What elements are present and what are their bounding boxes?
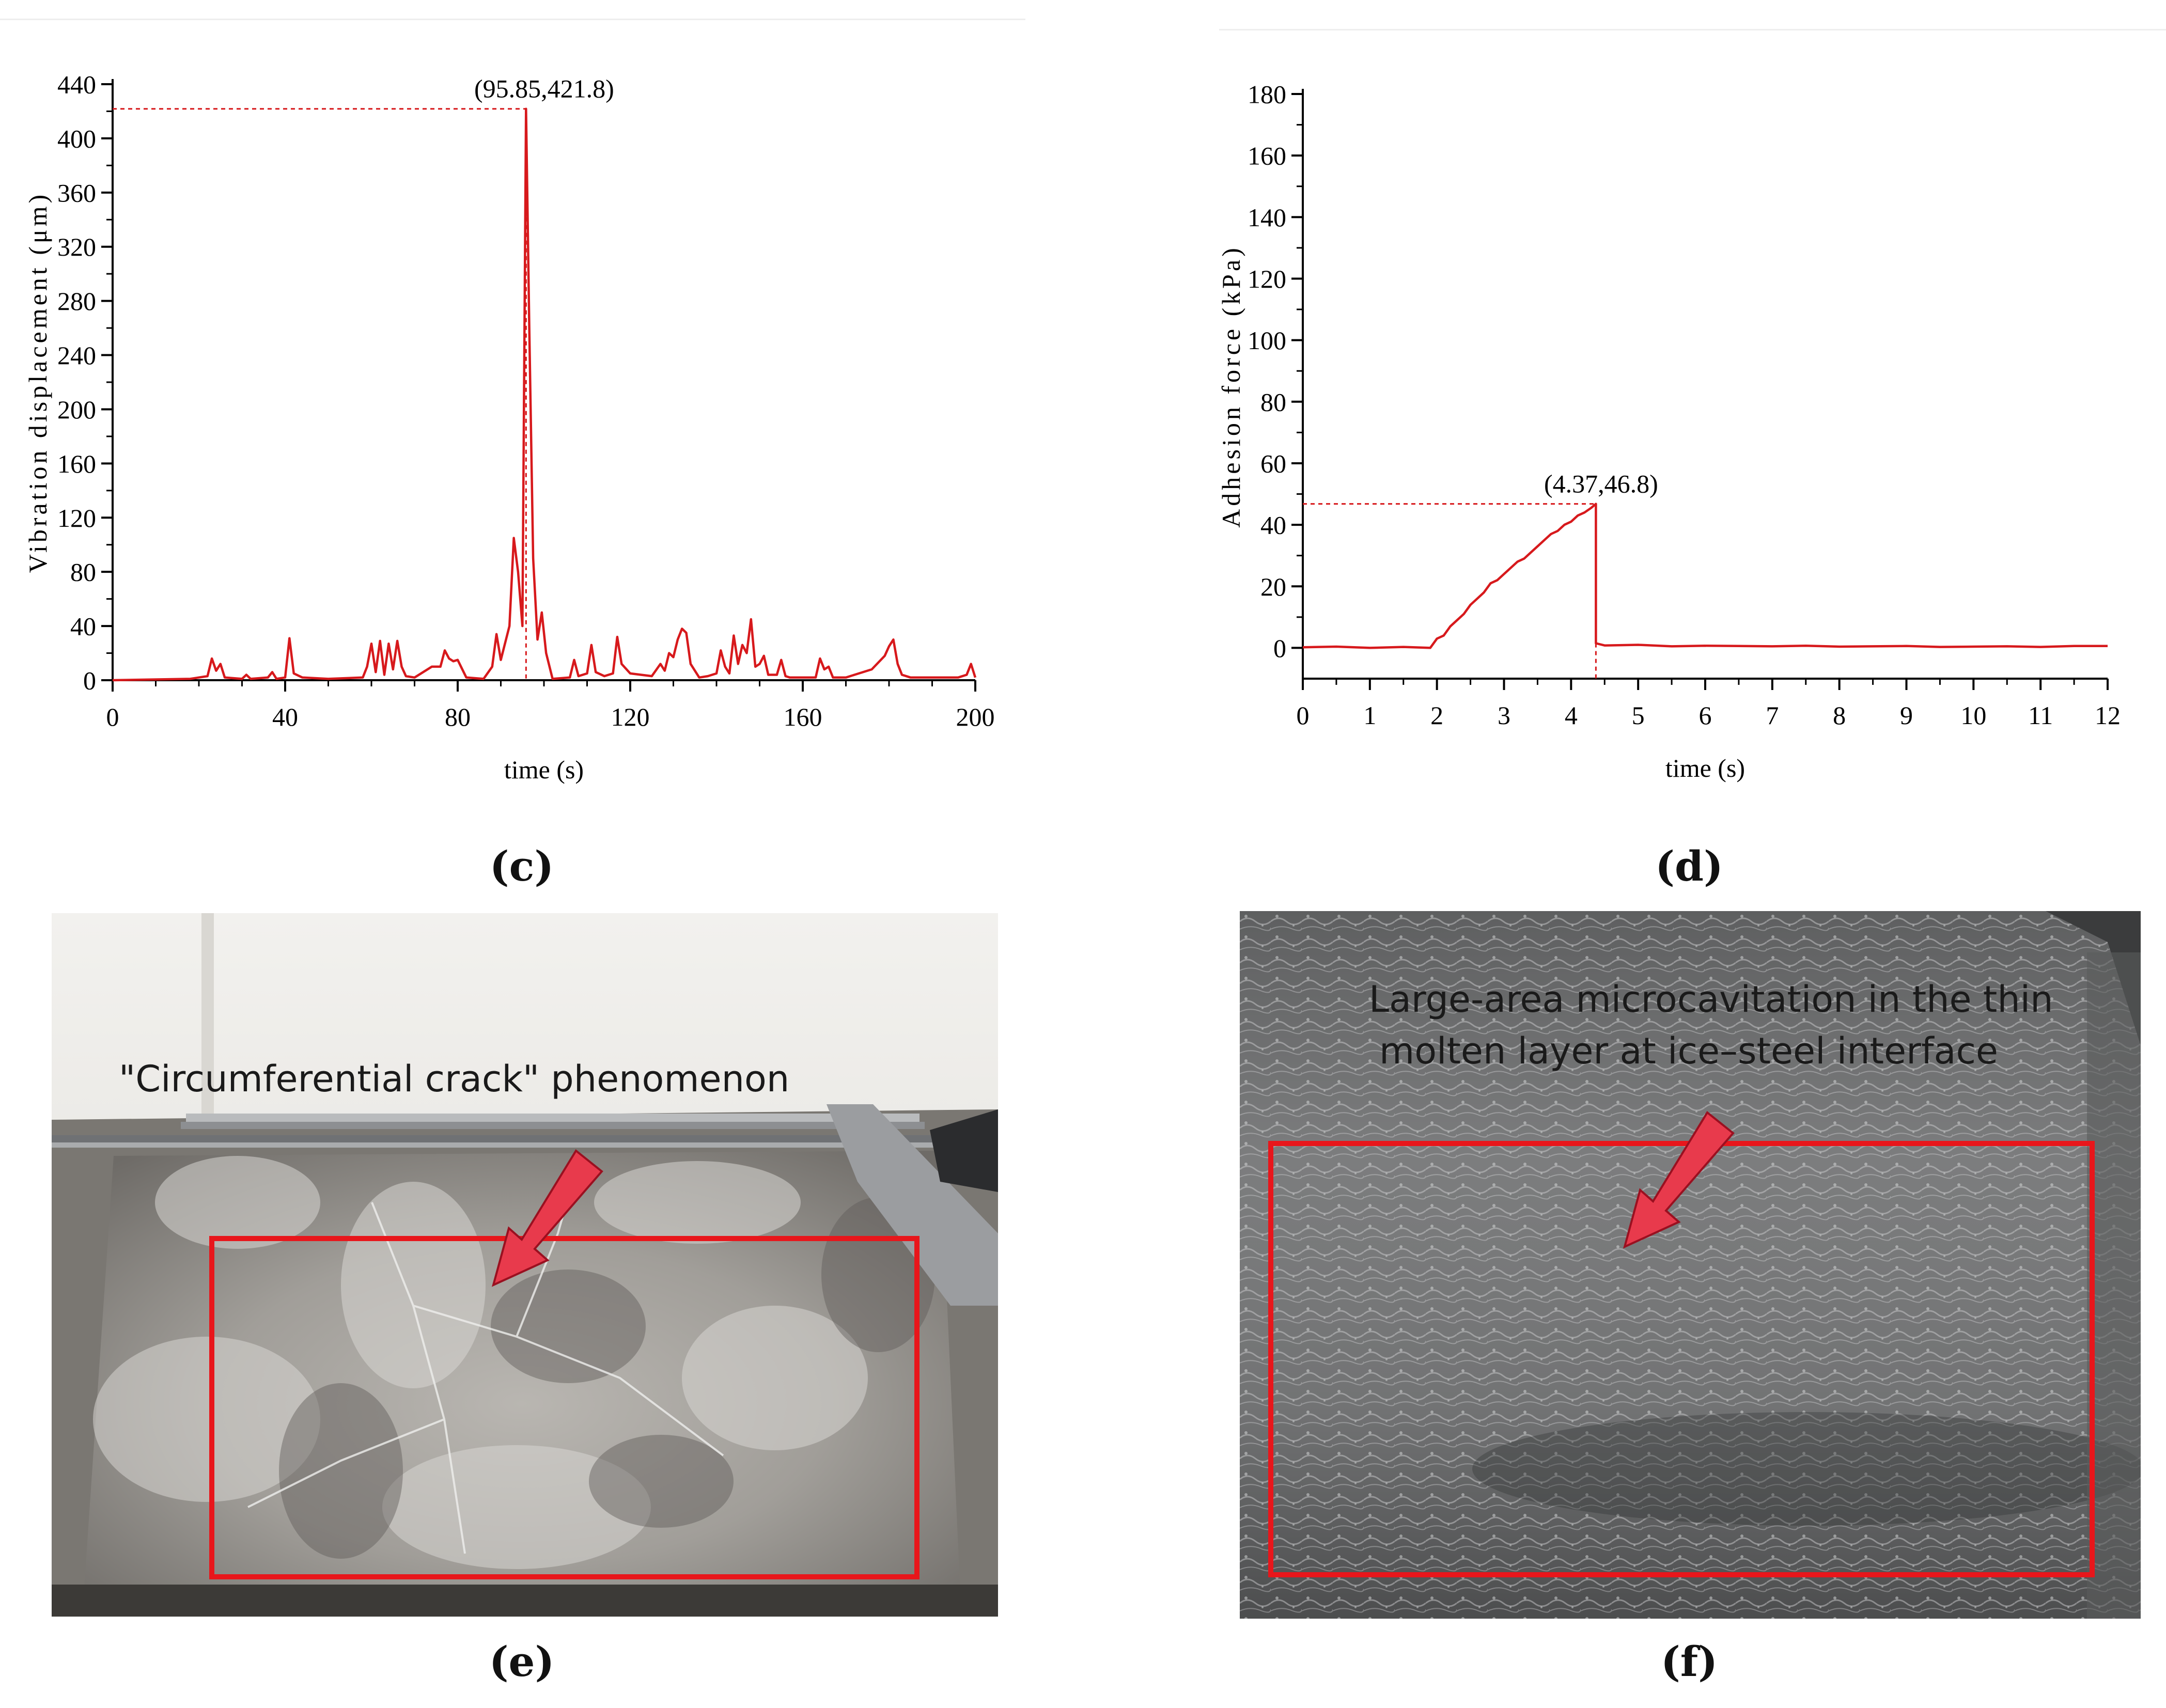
steel-interface-photo xyxy=(1240,911,2141,1619)
y-axis-label: Adhesion force (kPa) xyxy=(1217,245,1245,528)
crack-region-box xyxy=(209,1236,920,1579)
photo-f-label-line2: molten layer at ice–steel interface xyxy=(1379,1030,1998,1072)
y-tick-label: 0 xyxy=(83,666,96,695)
y-tick-label: 60 xyxy=(1260,449,1286,478)
photo-f-microcavitation: Large-area microcavitation in the thin m… xyxy=(1240,911,2141,1619)
photo-f-label-line1: Large-area microcavitation in the thin xyxy=(1369,978,2053,1021)
vibration-displacement-chart: 0 40 80 120 160 200 0 40 80 120 160 200 240 280 320 360… xyxy=(23,70,995,785)
x-tick-label: 80 xyxy=(445,702,471,731)
caption-f: (f) xyxy=(1660,1637,1718,1686)
y-axis-label: Vibration displacement (μm) xyxy=(23,192,52,573)
y-tick-label: 120 xyxy=(57,504,96,532)
x-tick-label: 120 xyxy=(611,702,650,731)
y-tick-label: 280 xyxy=(57,287,96,316)
x-tick-label: 9 xyxy=(1900,701,1913,730)
x-tick-label: 5 xyxy=(1632,701,1645,730)
x-tick-label: 0 xyxy=(1297,701,1310,730)
y-tick-label: 360 xyxy=(57,178,96,207)
y-tick-label: 20 xyxy=(1260,572,1286,601)
adhesion-force-chart: 0 1 2 3 4 5 6 7 8 9 10 11 12020406080100120140160180… xyxy=(1217,80,2121,783)
x-tick-label: 12 xyxy=(2095,701,2121,730)
arrow-icon xyxy=(1623,1111,1735,1249)
y-tick-label: 200 xyxy=(57,395,96,424)
photo-e-ice-cracks: "Circumferential crack" phenomenon xyxy=(52,913,998,1617)
y-tick-label: 0 xyxy=(1273,634,1286,663)
y-tick-label: 140 xyxy=(1248,203,1286,232)
y-tick-label: 160 xyxy=(1248,142,1286,170)
peak-annotation: (95.85,421.8) xyxy=(474,74,614,103)
x-tick-label: 160 xyxy=(784,702,822,731)
y-tick-label: 80 xyxy=(70,558,96,587)
arrow-icon xyxy=(491,1149,603,1287)
caption-e: (e) xyxy=(489,1637,555,1686)
x-tick-label: 8 xyxy=(1833,701,1846,730)
y-tick-label: 320 xyxy=(57,232,96,261)
series-line xyxy=(1302,503,2108,649)
x-tick-label: 40 xyxy=(272,702,298,731)
cavitation-region-box xyxy=(1268,1141,2095,1577)
x-axis-label: time (s) xyxy=(504,755,584,784)
y-tick-label: 440 xyxy=(57,70,96,99)
x-tick-label: 3 xyxy=(1498,701,1510,730)
x-tick-label: 1 xyxy=(1363,701,1376,730)
y-tick-label: 400 xyxy=(57,124,96,153)
x-tick-label: 2 xyxy=(1430,701,1443,730)
caption-d: (d) xyxy=(1655,842,1723,890)
separator-line xyxy=(1219,29,2166,30)
y-tick-label: 180 xyxy=(1248,80,1286,109)
y-tick-label: 100 xyxy=(1248,326,1286,355)
x-tick-label: 7 xyxy=(1766,701,1779,730)
x-tick-label: 200 xyxy=(956,702,995,731)
x-tick-label: 11 xyxy=(2028,701,2053,730)
y-tick-label: 40 xyxy=(1260,511,1286,540)
y-tick-label: 160 xyxy=(57,449,96,478)
x-tick-label: 10 xyxy=(1960,701,1986,730)
separator-line xyxy=(0,19,1025,20)
x-axis-label: time (s) xyxy=(1665,754,1745,782)
y-tick-label: 40 xyxy=(70,612,96,641)
ice-surface-photo xyxy=(52,913,998,1617)
y-tick-label: 120 xyxy=(1248,264,1286,293)
x-tick-label: 6 xyxy=(1699,701,1712,730)
photo-e-label: "Circumferential crack" phenomenon xyxy=(119,1058,790,1100)
y-tick-label: 80 xyxy=(1260,387,1286,416)
x-tick-label: 4 xyxy=(1565,701,1578,730)
x-tick-label: 0 xyxy=(106,702,119,731)
peak-annotation: (4.37,46.8) xyxy=(1544,469,1658,498)
series-line xyxy=(112,107,977,682)
y-tick-label: 240 xyxy=(57,341,96,370)
caption-c: (c) xyxy=(489,842,554,890)
